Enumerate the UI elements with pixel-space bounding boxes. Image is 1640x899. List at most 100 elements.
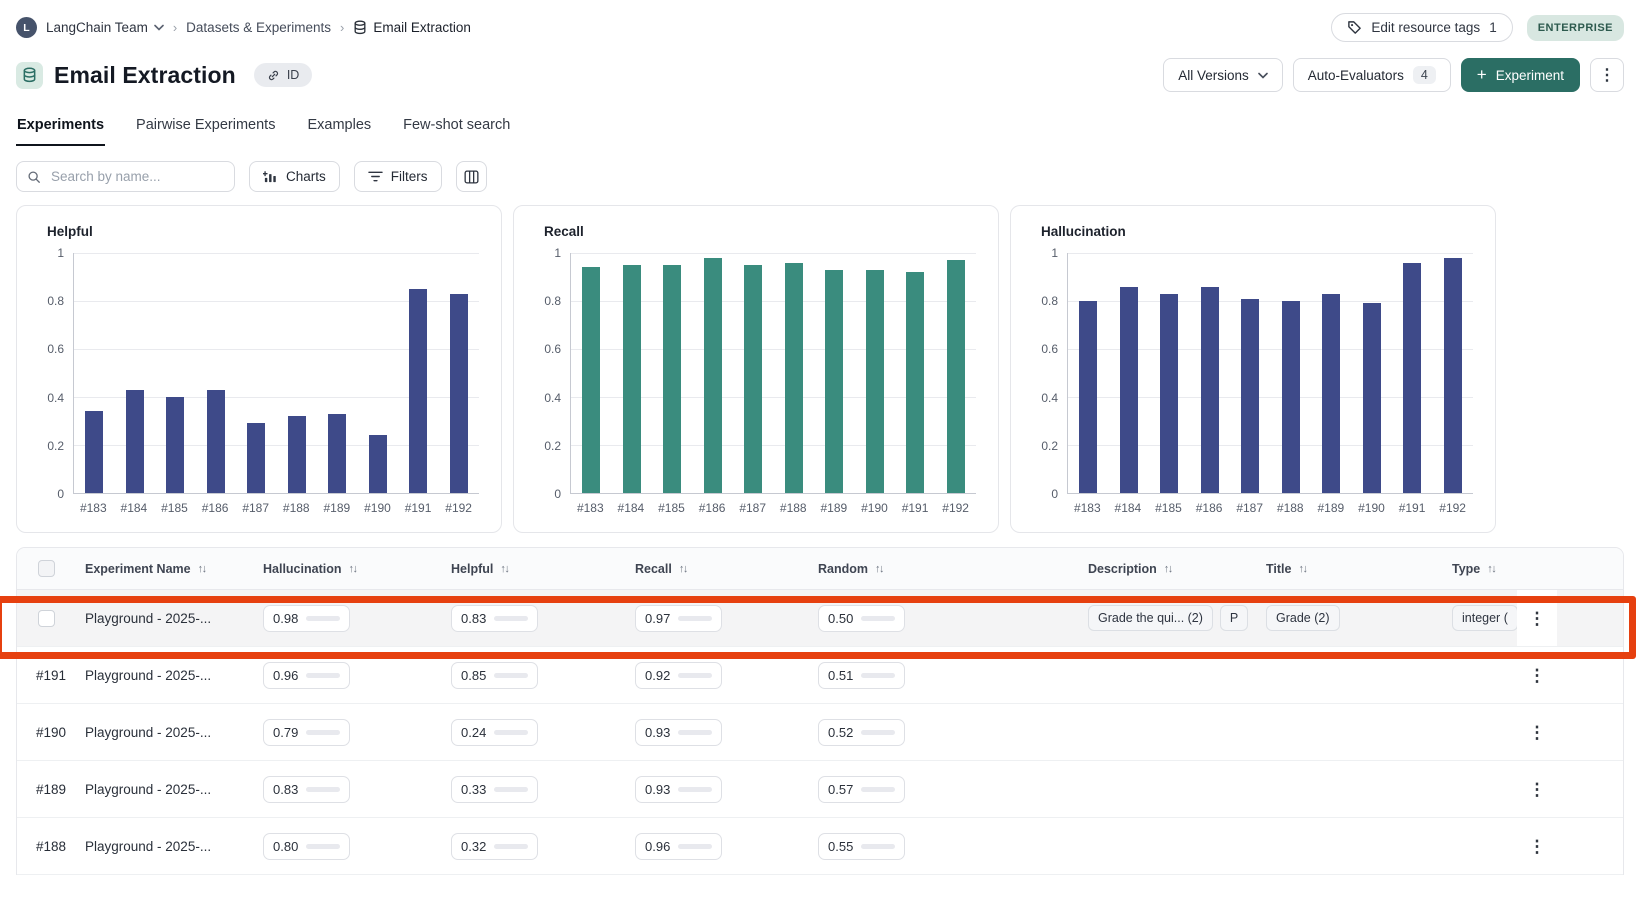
- table-row[interactable]: #189 Playground - 2025-... 0.83 0.33 0.93 0.5…: [17, 761, 1623, 818]
- x-tick-label: #188: [779, 501, 807, 515]
- tab-pairwise-experiments[interactable]: Pairwise Experiments: [136, 117, 276, 133]
- metric-value: 0.83: [461, 610, 487, 626]
- column-header-hallucination[interactable]: Hallucination ↑↓: [255, 562, 443, 576]
- versions-label: All Versions: [1178, 67, 1249, 83]
- page-overflow-menu-button[interactable]: ⋮: [1590, 58, 1624, 92]
- y-tick-label: 0.8: [544, 294, 561, 309]
- recall-metric-pill: 0.93: [635, 775, 723, 803]
- row-number: #191: [36, 667, 67, 683]
- row-kebab-menu[interactable]: ⋮: [1528, 608, 1546, 628]
- chart-card-recall: Recall 0 0.2 0.4 0.6 0.8 1 #183 #184 #185 #186 #1…: [513, 205, 999, 533]
- row-checkbox[interactable]: [38, 609, 55, 627]
- x-tick-label: #187: [1236, 501, 1264, 515]
- x-tick-label: #187: [739, 501, 767, 515]
- recall-cell: 0.92: [627, 647, 810, 703]
- row-kebab-menu[interactable]: ⋮: [1528, 836, 1546, 856]
- bar-#189: [328, 413, 347, 493]
- experiment-name-cell[interactable]: Playground - 2025-...: [77, 647, 255, 703]
- charts-button[interactable]: Charts: [249, 161, 340, 192]
- column-header-title[interactable]: Title ↑↓: [1258, 562, 1444, 576]
- helpful-metric-pill: 0.32: [451, 832, 539, 860]
- bars-group: [1068, 253, 1473, 493]
- row-number: #190: [36, 724, 67, 740]
- new-experiment-button[interactable]: + Experiment: [1460, 58, 1580, 92]
- team-switcher[interactable]: LangChain Team: [46, 20, 164, 35]
- column-header-helpful[interactable]: Helpful ↑↓: [443, 562, 627, 576]
- x-tick-label: #185: [161, 501, 188, 515]
- y-tick-label: 0.6: [1041, 342, 1058, 357]
- columns-button[interactable]: [455, 161, 487, 192]
- metric-value: 0.32: [461, 838, 487, 854]
- breadcrumb-datasets-link[interactable]: Datasets & Experiments: [186, 20, 331, 35]
- columns-icon: [464, 169, 479, 184]
- y-axis: 0 0.2 0.4 0.6 0.8 1: [530, 246, 570, 501]
- sort-icon: ↑↓: [1487, 562, 1497, 575]
- type-cell: [1444, 647, 1517, 703]
- y-tick-label: 1: [554, 246, 561, 260]
- type-cell: [1444, 704, 1517, 760]
- tab-experiments[interactable]: Experiments: [16, 107, 106, 146]
- experiment-name-cell[interactable]: Playground - 2025-...: [77, 704, 255, 760]
- table-row[interactable]: #190 Playground - 2025-... 0.79 0.24 0.93 0.5…: [17, 704, 1623, 761]
- breadcrumb-separator: ›: [172, 20, 178, 35]
- y-tick-label: 0.8: [47, 294, 64, 309]
- gridline: [1068, 349, 1473, 350]
- random-metric-pill: 0.50: [818, 604, 906, 632]
- kebab-icon: ⋮: [1599, 67, 1615, 84]
- search-box[interactable]: [16, 161, 235, 192]
- y-tick-label: 0.6: [47, 342, 64, 357]
- column-header-random[interactable]: Random ↑↓: [810, 562, 1080, 576]
- random-metric-pill: 0.52: [818, 718, 906, 746]
- experiment-name-cell[interactable]: Playground - 2025-...: [77, 818, 255, 874]
- helpful-cell: 0.32: [443, 818, 627, 874]
- bar-#185: [663, 265, 682, 493]
- auto-evaluators-button[interactable]: Auto-Evaluators 4: [1292, 58, 1451, 92]
- column-header-name[interactable]: Experiment Name ↑↓: [77, 562, 255, 576]
- row-kebab-menu[interactable]: ⋮: [1528, 722, 1546, 742]
- sort-icon: ↑↓: [500, 562, 510, 575]
- chevron-down-icon: [1257, 72, 1268, 79]
- tab-few-shot-search[interactable]: Few-shot search: [403, 117, 511, 133]
- row-number: #188: [36, 838, 67, 854]
- experiment-name-cell[interactable]: Playground - 2025-...: [77, 761, 255, 817]
- bar-#184: [1119, 286, 1138, 493]
- y-axis: 0 0.2 0.4 0.6 0.8 1: [33, 246, 73, 501]
- column-header-description[interactable]: Description ↑↓: [1080, 562, 1258, 576]
- experiment-name-cell[interactable]: Playground - 2025-...: [77, 590, 255, 646]
- breadcrumb-current: Email Extraction: [353, 20, 471, 35]
- metric-value: 0.92: [645, 667, 671, 683]
- title-controls: All Versions Auto-Evaluators 4 + Experim…: [1163, 58, 1624, 92]
- row-actions-cell: ⋮: [1517, 590, 1557, 646]
- filters-label: Filters: [390, 169, 428, 184]
- random-metric-pill: 0.55: [818, 832, 906, 860]
- bar-#184: [125, 389, 144, 493]
- metric-value: 0.80: [273, 838, 299, 854]
- gridline: [74, 445, 479, 446]
- title-group: Email Extraction ID: [16, 61, 313, 89]
- copy-id-button[interactable]: ID: [253, 63, 313, 87]
- row-kebab-menu[interactable]: ⋮: [1528, 779, 1546, 799]
- select-all-checkbox[interactable]: [38, 560, 55, 577]
- x-tick-label: #186: [1195, 501, 1223, 515]
- hallucination-cell: 0.83: [255, 761, 443, 817]
- link-icon: [267, 69, 280, 82]
- description-badge: Grade the qui... (2): [1088, 605, 1213, 631]
- table-row[interactable]: #191 Playground - 2025-... 0.96 0.85 0.92 0.5…: [17, 647, 1623, 704]
- tab-examples[interactable]: Examples: [307, 117, 372, 133]
- chart-card-helpful: Helpful 0 0.2 0.4 0.6 0.8 1 #183 #184 #185 #186 #…: [16, 205, 502, 533]
- recall-metric-pill: 0.92: [635, 661, 723, 689]
- search-input[interactable]: [49, 168, 224, 185]
- edit-resource-tags-button[interactable]: Edit resource tags 1: [1331, 13, 1513, 42]
- metric-value: 0.83: [273, 781, 299, 797]
- versions-dropdown[interactable]: All Versions: [1163, 58, 1283, 92]
- row-kebab-menu[interactable]: ⋮: [1528, 665, 1546, 685]
- bar-#184: [622, 265, 641, 493]
- experiment-name: Playground - 2025-...: [85, 781, 212, 797]
- table-row[interactable]: #188 Playground - 2025-... 0.80 0.32 0.96 0.5…: [17, 818, 1623, 875]
- id-label: ID: [286, 68, 300, 82]
- column-header-recall[interactable]: Recall ↑↓: [627, 562, 810, 576]
- filters-button[interactable]: Filters: [353, 161, 442, 192]
- table-row[interactable]: Playground - 2025-... 0.98 0.83 0.97 0.50 Gra…: [17, 590, 1623, 647]
- y-tick-label: 0.4: [1041, 390, 1058, 405]
- column-header-type[interactable]: Type ↑↓: [1444, 562, 1517, 576]
